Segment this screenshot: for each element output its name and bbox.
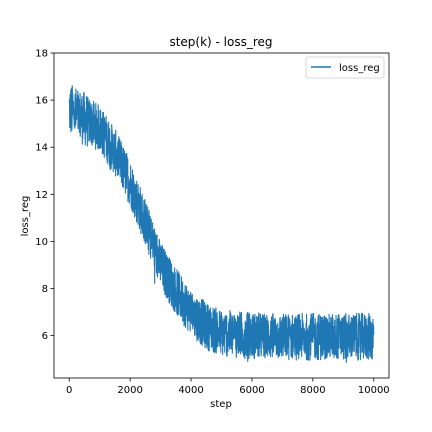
y-tick-label: 10 [35,237,48,248]
y-tick-label: 12 [35,190,48,201]
x-tick-label: 10000 [358,385,390,396]
plot-frame [53,52,390,379]
y-tick-label: 18 [35,49,48,60]
y-tick-label: 14 [35,143,48,154]
y-tick-label: 8 [42,284,48,295]
y-axis: 6 8 10 12 14 16 18 [35,49,54,342]
y-tick-label: 16 [35,96,48,107]
chart-title: step(k) - loss_reg [169,35,272,49]
series-line-loss-reg [68,85,375,363]
x-axis: 0 2000 4000 6000 8000 10000 [66,378,390,396]
legend-box [305,56,385,79]
series-layer [68,85,375,363]
y-axis-label: loss_reg [20,196,31,237]
legend-label-loss-reg: loss_reg [339,63,380,74]
y-tick-label: 6 [42,331,48,342]
x-tick-label: 6000 [239,385,264,396]
legend: loss_reg [305,56,385,79]
x-tick-label: 0 [66,385,72,396]
x-tick-label: 2000 [117,385,142,396]
x-axis-label: step [210,399,232,410]
x-tick-label: 4000 [178,385,203,396]
x-tick-label: 8000 [300,385,325,396]
